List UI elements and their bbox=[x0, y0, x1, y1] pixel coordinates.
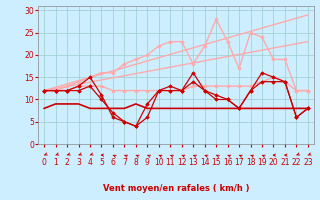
X-axis label: Vent moyen/en rafales ( km/h ): Vent moyen/en rafales ( km/h ) bbox=[103, 184, 249, 193]
